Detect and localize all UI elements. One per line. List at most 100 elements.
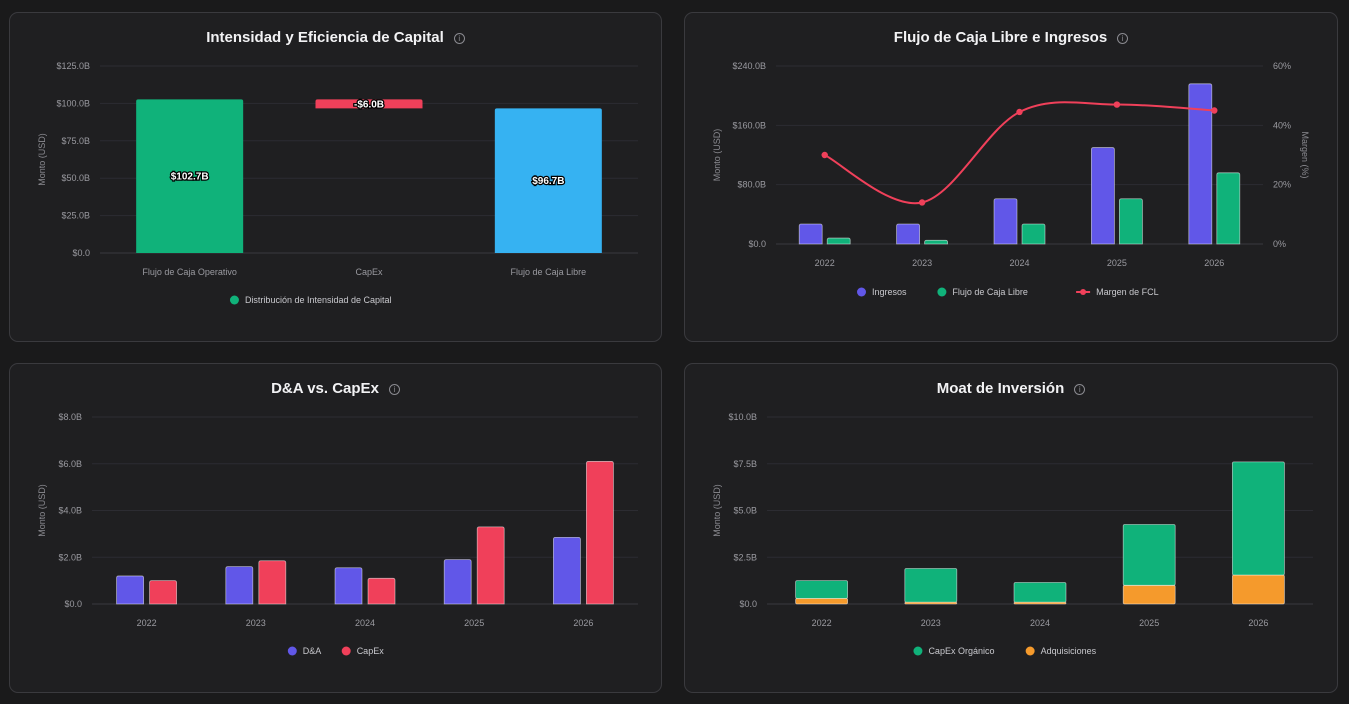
bar [443, 559, 472, 605]
y-tick-label: $0.0 [748, 239, 766, 249]
chart-card-capital-intensity: Intensidad y Eficiencia de Capital i $0.0… [9, 12, 662, 342]
bar [798, 223, 823, 245]
legend-swatch [857, 287, 866, 297]
legend-label: Distribución de Intensidad de Capital [245, 295, 392, 305]
x-tick-label: 2025 [1107, 258, 1127, 268]
y-tick-label: $0.0 [72, 248, 90, 258]
chart-title: Flujo de Caja Libre e Ingresos i [685, 29, 1337, 46]
chart-title: Intensidad y Eficiencia de Capital i [10, 29, 661, 46]
chart-title: Moat de Inversión i [685, 380, 1337, 397]
y-tick-label: $2.5B [733, 552, 757, 562]
legend-label: D&A [303, 646, 322, 656]
y-tick-label: $8.0B [58, 412, 82, 422]
y-tick-label: $125.0B [56, 61, 90, 71]
bar [586, 461, 614, 605]
y-axis-title: Monto (USD) [712, 129, 722, 182]
y2-axis-title: Margen (%) [1300, 131, 1310, 178]
y2-tick-label: 40% [1273, 120, 1291, 130]
legend-swatch [287, 646, 297, 656]
legend-label: CapEx Orgánico [928, 646, 994, 656]
y2-tick-label: 60% [1273, 61, 1291, 71]
bar [1188, 83, 1213, 245]
x-tick-label: 2026 [1248, 618, 1268, 628]
line-point [1016, 108, 1023, 116]
y-tick-label: $7.5B [733, 459, 757, 469]
stacked-bar-segment [1232, 461, 1285, 576]
y-axis-title: Monto (USD) [37, 133, 47, 186]
x-tick-label: 2026 [573, 618, 593, 628]
stacked-bar-segment [795, 580, 848, 599]
bar [149, 580, 177, 605]
x-tick-label: 2024 [1009, 258, 1029, 268]
bar [826, 237, 851, 245]
y-axis-title: Monto (USD) [37, 484, 47, 537]
waterfall-bar [315, 99, 423, 109]
y-tick-label: $6.0B [58, 459, 82, 469]
series-line-margen-fcl [824, 101, 1215, 205]
bar-data-label: $96.7B [532, 176, 564, 187]
waterfall-bar [136, 99, 244, 253]
y-tick-label: $80.0B [737, 180, 766, 190]
stacked-bar-segment [904, 568, 958, 603]
bar-data-label: $102.7B [171, 172, 209, 183]
y-tick-label: $160.0B [732, 120, 766, 130]
bar [1021, 223, 1046, 245]
legend-label: Flujo de Caja Libre [952, 287, 1028, 297]
x-tick-label: 2023 [912, 258, 932, 268]
bar [334, 567, 363, 605]
chart-title: D&A vs. CapEx i [10, 380, 661, 397]
legend-label: Ingresos [872, 287, 907, 297]
y-tick-label: $4.0B [58, 506, 82, 516]
bar [476, 526, 505, 605]
investment-moat-chart: $0.0 $2.5B $5.0B $7.5B $10.0B Monto (USD) 2022… [712, 412, 1313, 656]
bar [1119, 198, 1143, 245]
info-icon[interactable]: i [388, 384, 400, 395]
info-icon[interactable]: i [1074, 384, 1086, 395]
y-tick-label: $10.0B [728, 412, 757, 422]
y-tick-label: $2.0B [58, 552, 82, 562]
x-tick-label: 2022 [812, 618, 832, 628]
legend-swatch [913, 646, 923, 656]
legend-swatch [341, 646, 351, 656]
y-axis-title: Monto (USD) [712, 484, 722, 537]
bar [225, 566, 254, 605]
y-tick-label: $0.0 [739, 599, 757, 609]
bar [258, 560, 287, 605]
y-tick-label: $50.0B [61, 173, 90, 183]
chart-card-investment-moat: Moat de Inversión i $0.0 $2.5B $5.0B $7.5B $1… [684, 363, 1338, 693]
stacked-bar-segment [1232, 574, 1285, 605]
line-point [918, 199, 926, 206]
capital-intensity-chart: $0.0 $25.0B $50.0B $75.0B $100.0B $125.0B Mont… [37, 61, 638, 305]
chart-card-fcf-revenue: Flujo de Caja Libre e Ingresos i $0.0 $80.… [684, 12, 1338, 342]
legend-label: Adquisiciones [1041, 646, 1097, 656]
da-capex-chart: $0.0 $2.0B $4.0B $6.0B $8.0B Monto (USD) 2022 2… [37, 412, 638, 656]
bar [1091, 147, 1115, 245]
x-tick-label: CapEx [355, 267, 383, 277]
x-tick-label: 2023 [921, 618, 941, 628]
bar [993, 198, 1018, 245]
y-tick-label: $5.0B [733, 506, 757, 516]
y2-tick-label: 20% [1273, 180, 1291, 190]
legend-marker [1080, 289, 1087, 295]
x-tick-label: 2022 [815, 258, 835, 268]
fcf-revenue-chart: $0.0 $80.0B $160.0B $240.0B Monto (USD) 0% 20%… [712, 61, 1310, 297]
chart-card-da-capex: D&A vs. CapEx i $0.0 $2.0B $4.0B $6.0B $8.0B M… [9, 363, 662, 693]
y-tick-label: $75.0B [61, 136, 90, 146]
y-tick-label: $240.0B [732, 61, 766, 71]
x-tick-label: Flujo de Caja Operativo [142, 267, 237, 277]
line-point [1113, 101, 1121, 108]
legend-label: CapEx [357, 646, 385, 656]
y-tick-label: $100.0B [56, 98, 90, 108]
stacked-bar-segment [1122, 584, 1176, 605]
line-point [1211, 107, 1218, 114]
info-icon[interactable]: i [453, 33, 465, 44]
bar [924, 239, 948, 245]
y2-tick-label: 0% [1273, 239, 1286, 249]
legend-swatch [1025, 646, 1035, 656]
info-icon[interactable]: i [1117, 33, 1129, 44]
legend-swatch [229, 295, 239, 305]
y-tick-label: $25.0B [61, 211, 90, 221]
x-tick-label: 2023 [246, 618, 266, 628]
x-tick-label: 2025 [464, 618, 484, 628]
x-tick-label: Flujo de Caja Libre [511, 267, 587, 277]
